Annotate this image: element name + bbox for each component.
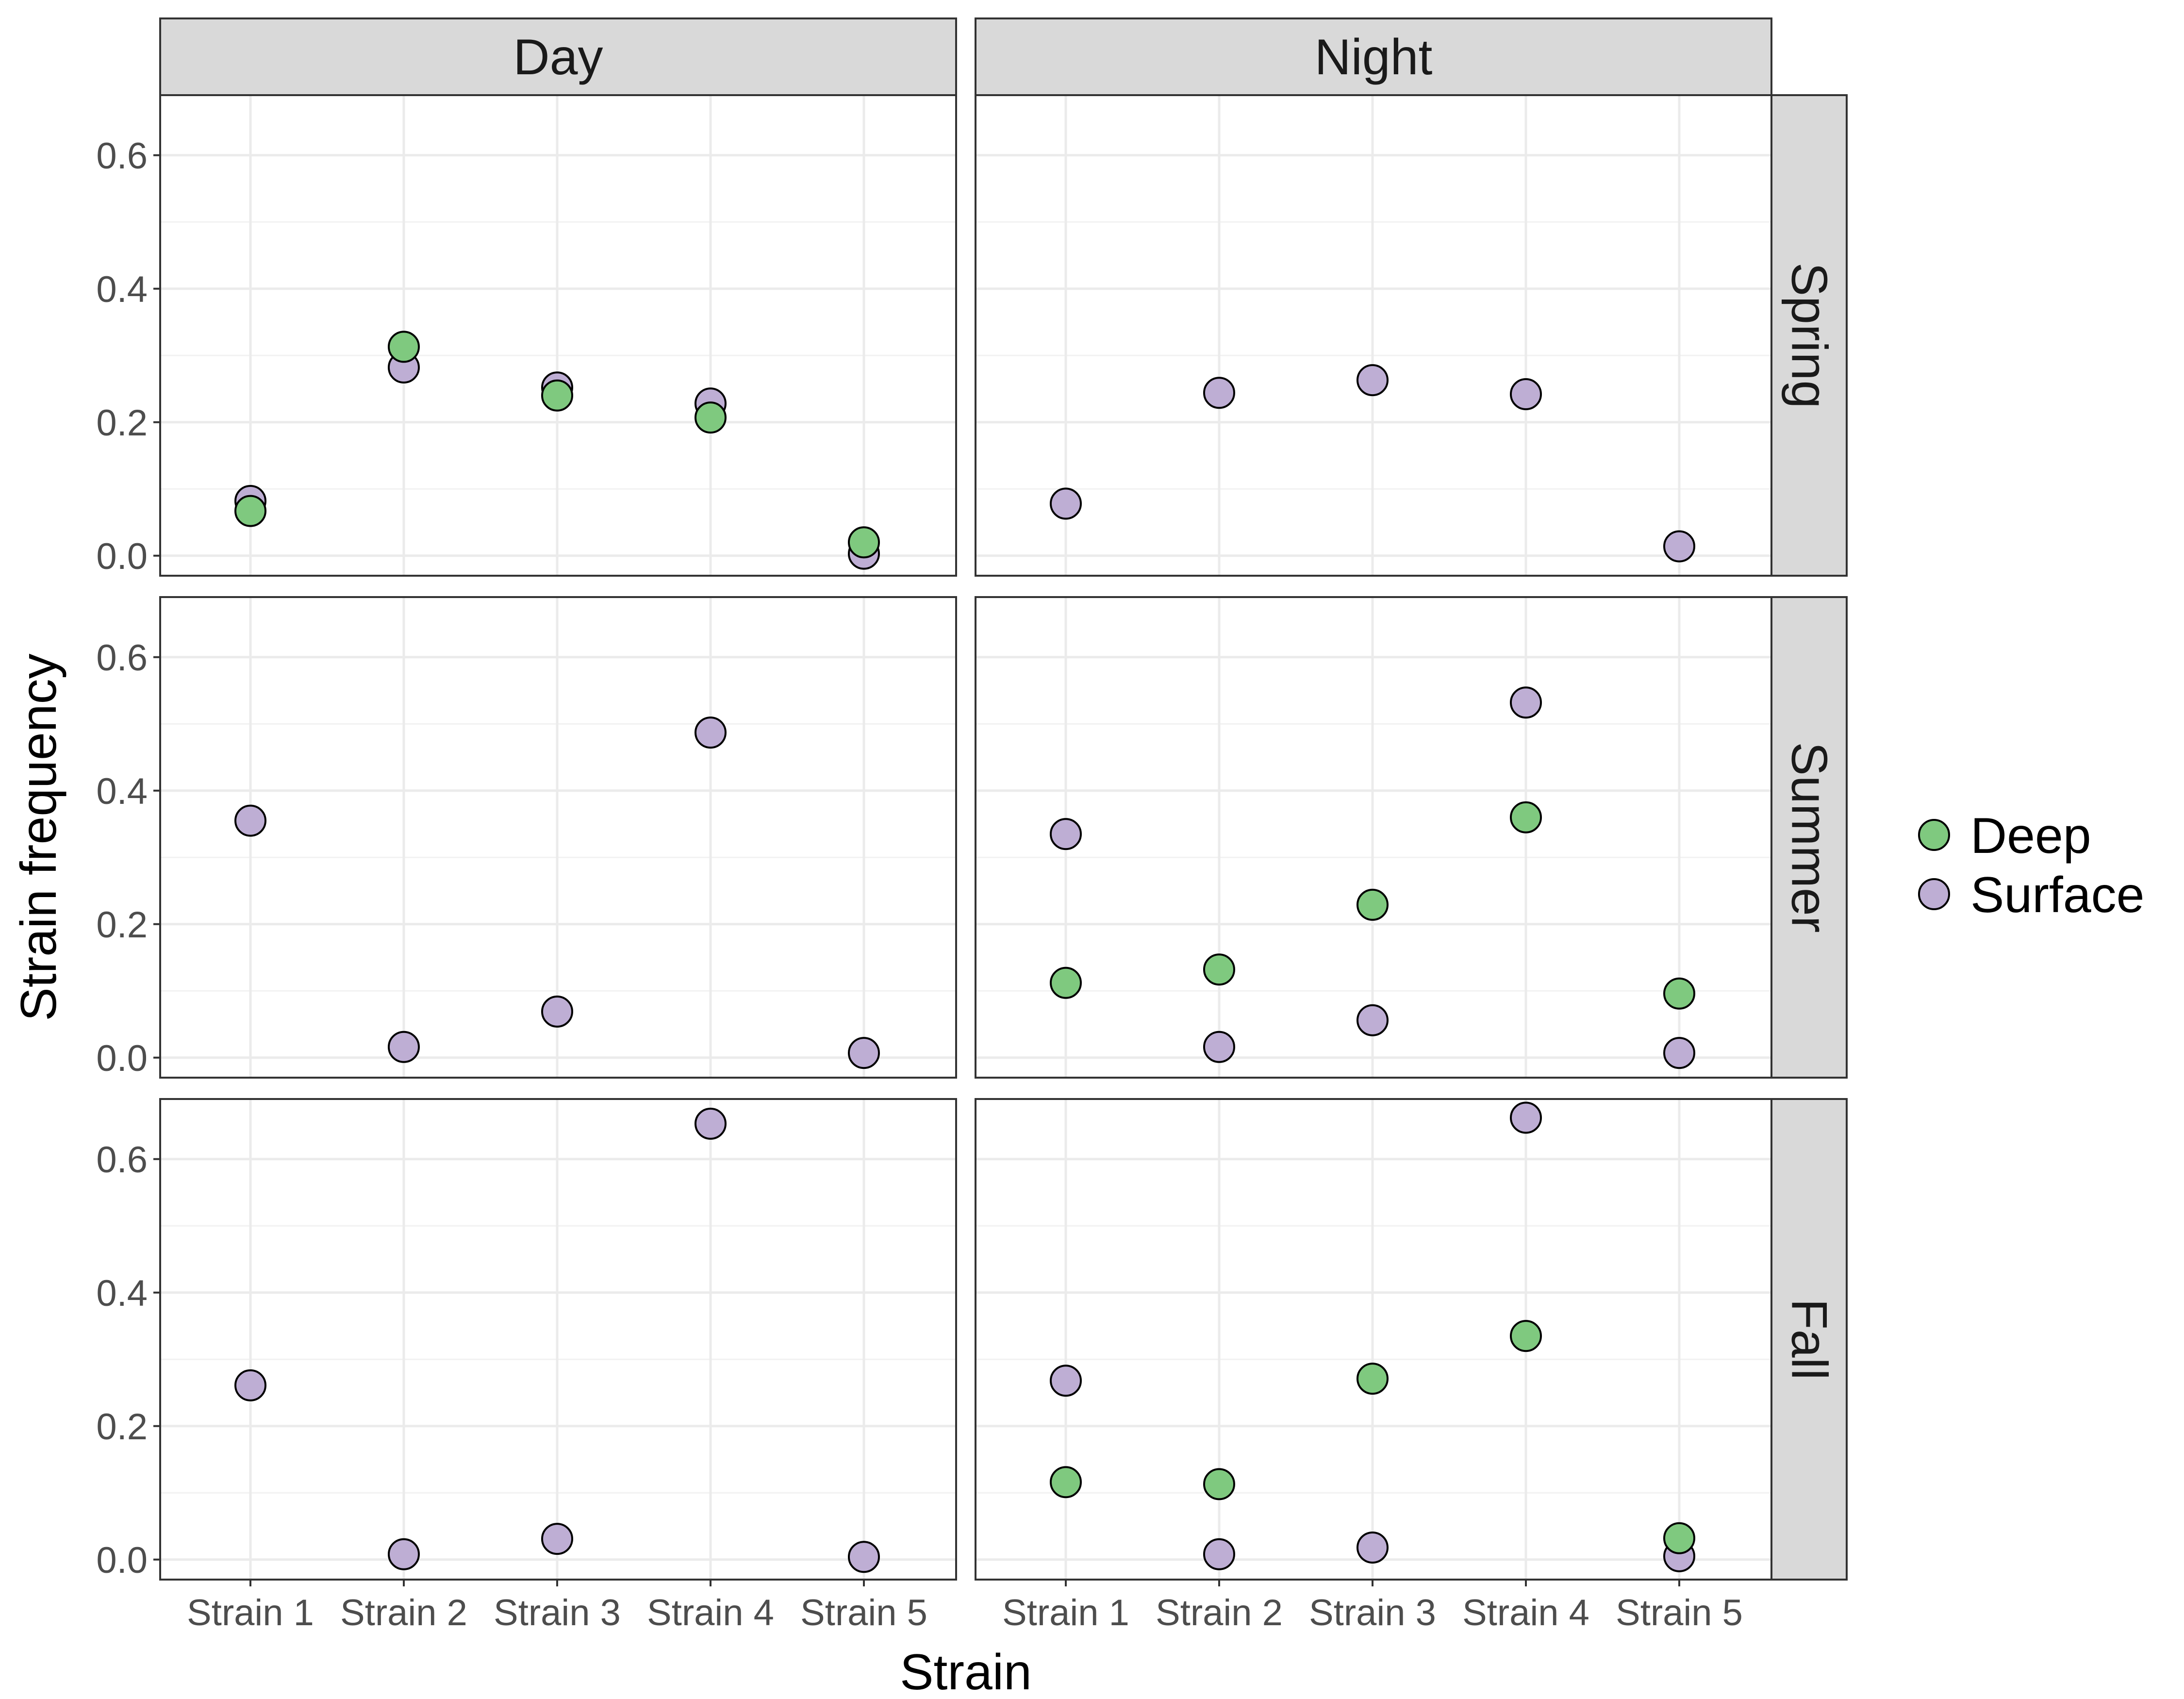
point-surface-strain-5 [848,1541,880,1573]
x-tick-label: Strain 5 [800,1592,927,1633]
point-surface-strain-1 [1050,1365,1082,1397]
y-axis-title: Strain frequency [11,653,67,1021]
point-surface-strain-4 [1510,1101,1542,1134]
panel-border [159,596,957,1079]
axes: 0.0 0.2 0.4 0.6 0.0 0.2 0.4 0.6 0.0 0.2 0.4 0.6 Stra… [11,135,1743,1699]
panel-spring-day [159,94,957,577]
panel-fall-night [975,1098,1772,1581]
point-surface-strain-4 [695,716,727,749]
facet-panels [159,94,1772,1581]
point-surface-strain-5 [1663,1037,1695,1069]
point-deep-strain-2 [1203,1468,1235,1500]
panel-border [975,94,1772,577]
facet-strip-day [159,17,957,96]
point-surface-strain-2 [1203,377,1235,409]
point-deep-strain-4 [1510,801,1542,833]
point-deep-strain-1 [1050,1466,1082,1499]
y-tick-label: 0.2 [96,402,148,444]
point-deep-strain-5 [1663,1522,1695,1554]
y-tick-label: 0.4 [96,1273,148,1314]
y-tick-label: 0.6 [96,135,148,177]
facet-strip-spring [1770,94,1848,577]
y-tick-label: 0.4 [96,771,148,812]
point-deep-strain-5 [1663,977,1695,1010]
point-deep-strain-3 [1357,1363,1389,1395]
point-surface-strain-3 [1357,1532,1389,1564]
point-surface-strain-1 [1050,818,1082,850]
point-surface-strain-3 [541,1523,573,1555]
x-tick-label: Strain 3 [494,1592,621,1633]
panel-summer-night [975,596,1772,1079]
point-surface-strain-2 [1203,1538,1235,1570]
y-tick-label: 0.2 [96,1406,148,1448]
point-surface-strain-1 [234,1369,266,1401]
y-tick-label: 0.6 [96,637,148,679]
point-surface-strain-3 [1357,1004,1389,1036]
point-deep-strain-4 [1510,1320,1542,1352]
y-tick-label: 0.2 [96,904,148,946]
point-surface-strain-4 [695,1107,727,1140]
panel-summer-day [159,596,957,1079]
x-axis-title: Strain [900,1644,1032,1699]
facet-strip-label-fall: Fall [1781,1299,1837,1380]
x-tick-label: Strain 1 [187,1592,314,1633]
panel-border [975,596,1772,1079]
x-tick-label: Strain 2 [1156,1592,1283,1633]
facet-strip-night [975,17,1772,96]
panel-spring-night [975,94,1772,577]
facet-strip-label-day: Day [513,29,603,85]
point-deep-strain-1 [1050,966,1082,999]
facet-strip-label-spring: Spring [1781,263,1837,409]
point-surface-strain-2 [388,1031,420,1063]
facet-strip-label-night: Night [1315,29,1433,85]
point-surface-strain-4 [1510,686,1542,719]
x-tick-label: Strain 1 [1002,1592,1129,1633]
point-surface-strain-3 [541,995,573,1028]
point-surface-strain-1 [234,804,266,837]
panel-fall-day [159,1098,957,1581]
y-tick-label: 0.4 [96,269,148,310]
point-surface-strain-3 [1357,364,1389,397]
x-tick-label: Strain 4 [647,1592,774,1633]
y-tick-label: 0.0 [96,1540,148,1581]
point-surface-strain-5 [1663,530,1695,563]
legend-label-surface: Surface [1970,867,2144,923]
point-deep-strain-2 [1203,953,1235,986]
legend-key-surface [1918,878,1950,910]
point-deep-strain-2 [388,331,420,363]
point-deep-strain-5 [848,526,880,559]
x-tick-label: Strain 5 [1616,1592,1743,1633]
x-tick-label: Strain 2 [340,1592,467,1633]
facet-strip-label-summer: Summer [1781,742,1837,933]
facet-strip-fall [1770,1098,1848,1581]
point-deep-strain-3 [1357,888,1389,921]
x-tick-label: Strain 4 [1462,1592,1589,1633]
point-surface-strain-4 [1510,378,1542,410]
facet-strip-summer [1770,596,1848,1079]
y-tick-label: 0.0 [96,1038,148,1079]
point-surface-strain-2 [1203,1031,1235,1063]
legend-label-deep: Deep [1970,808,2091,864]
point-surface-strain-2 [388,1538,420,1570]
y-tick-label: 0.6 [96,1139,148,1181]
legend-key-deep [1918,819,1950,851]
point-surface-strain-5 [848,1037,880,1069]
point-deep-strain-4 [695,401,727,434]
point-deep-strain-1 [234,495,266,527]
x-tick-label: Strain 3 [1309,1592,1436,1633]
point-deep-strain-3 [541,379,573,412]
point-surface-strain-1 [1050,487,1082,520]
y-tick-label: 0.0 [96,536,148,577]
panel-border [159,94,957,577]
facet-strips: Day Night Spring Summer Fall [159,17,1848,1581]
